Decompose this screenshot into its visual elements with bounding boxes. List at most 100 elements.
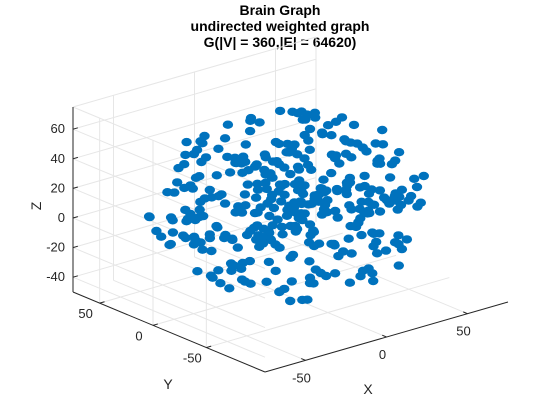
data-point — [368, 242, 379, 251]
z-tick-mark — [72, 245, 78, 249]
data-point — [395, 200, 407, 210]
grid-line-back-z — [72, 58, 317, 130]
z-tick-mark — [72, 216, 78, 219]
data-point — [313, 197, 324, 206]
data-point — [374, 186, 386, 195]
data-point — [368, 276, 379, 286]
grid-line-side-z — [72, 187, 266, 269]
data-point — [302, 160, 314, 170]
data-point — [195, 238, 206, 247]
data-point — [359, 171, 370, 181]
data-point — [204, 185, 215, 195]
data-point — [233, 202, 244, 211]
data-point — [199, 131, 210, 141]
x-tick-mark — [301, 358, 306, 361]
data-point — [244, 126, 256, 136]
data-point — [185, 181, 196, 190]
data-point — [227, 235, 238, 245]
data-point — [264, 211, 275, 221]
data-point — [372, 156, 383, 165]
data-point — [204, 233, 216, 243]
data-point — [328, 239, 340, 249]
data-point — [194, 212, 205, 222]
data-point — [181, 137, 192, 147]
data-point — [304, 273, 316, 282]
data-point — [236, 208, 248, 217]
data-point — [299, 130, 310, 140]
data-point — [285, 253, 296, 262]
data-points — [143, 106, 429, 306]
data-point — [162, 188, 173, 197]
chart-title-block: Brain Graph undirected weighted graph G(… — [0, 2, 560, 50]
data-point — [236, 159, 247, 168]
data-point — [263, 257, 275, 267]
data-point — [195, 197, 206, 207]
data-point — [292, 162, 304, 171]
data-point — [232, 243, 243, 252]
data-point — [411, 182, 423, 192]
data-point — [180, 233, 191, 243]
data-point — [310, 113, 321, 122]
data-point — [366, 185, 377, 194]
data-point — [330, 206, 341, 216]
data-point — [211, 171, 222, 180]
z-tick-mark — [72, 127, 78, 130]
grid-line-floor-y — [152, 254, 397, 326]
data-point — [239, 190, 251, 199]
y-axis-line — [72, 291, 266, 373]
data-point — [279, 163, 290, 172]
data-point — [273, 139, 285, 149]
data-point — [270, 266, 281, 276]
data-point — [405, 191, 417, 201]
y-axis-label: Y — [163, 376, 173, 392]
data-point — [290, 227, 301, 236]
data-point — [304, 124, 316, 134]
data-point — [330, 117, 342, 127]
data-point — [380, 246, 392, 255]
data-point — [297, 215, 308, 225]
data-point — [333, 251, 344, 261]
chart-subtitle-line-2: G(|V| = 360,|E| = 64620) — [203, 34, 357, 50]
data-point — [222, 120, 234, 129]
data-point — [267, 157, 279, 166]
data-point — [219, 134, 231, 143]
data-point — [348, 120, 360, 130]
data-point — [418, 171, 429, 181]
data-point — [245, 226, 256, 236]
data-point — [304, 257, 315, 266]
data-point — [254, 118, 265, 127]
data-point — [213, 266, 224, 275]
data-point — [287, 107, 298, 117]
data-point — [238, 152, 249, 161]
grid-line-floor-y — [206, 277, 450, 349]
data-point — [167, 228, 179, 237]
data-point — [289, 140, 300, 149]
data-point — [265, 235, 276, 244]
data-point — [213, 192, 224, 201]
data-point — [299, 209, 310, 218]
z-tick-label: 60 — [51, 121, 65, 136]
data-point — [143, 212, 155, 221]
data-point — [296, 107, 307, 116]
data-point — [363, 197, 374, 206]
z-tick-label: 40 — [51, 151, 65, 166]
y-tick-mark — [206, 345, 212, 349]
data-point — [315, 268, 326, 278]
data-point — [304, 145, 315, 154]
data-point — [250, 193, 262, 202]
data-point — [401, 235, 413, 244]
data-point — [200, 153, 212, 162]
data-point — [213, 144, 224, 153]
data-point — [284, 148, 295, 157]
data-point — [156, 232, 167, 241]
data-point — [191, 145, 203, 155]
data-point — [288, 203, 300, 212]
z-axis-label: Z — [28, 201, 44, 210]
data-point — [185, 209, 196, 219]
data-point — [356, 230, 367, 240]
x-tick-mark — [382, 334, 387, 338]
data-point — [361, 147, 372, 156]
data-point — [374, 207, 386, 216]
z-tick-mark — [72, 275, 78, 278]
data-point — [384, 173, 396, 182]
